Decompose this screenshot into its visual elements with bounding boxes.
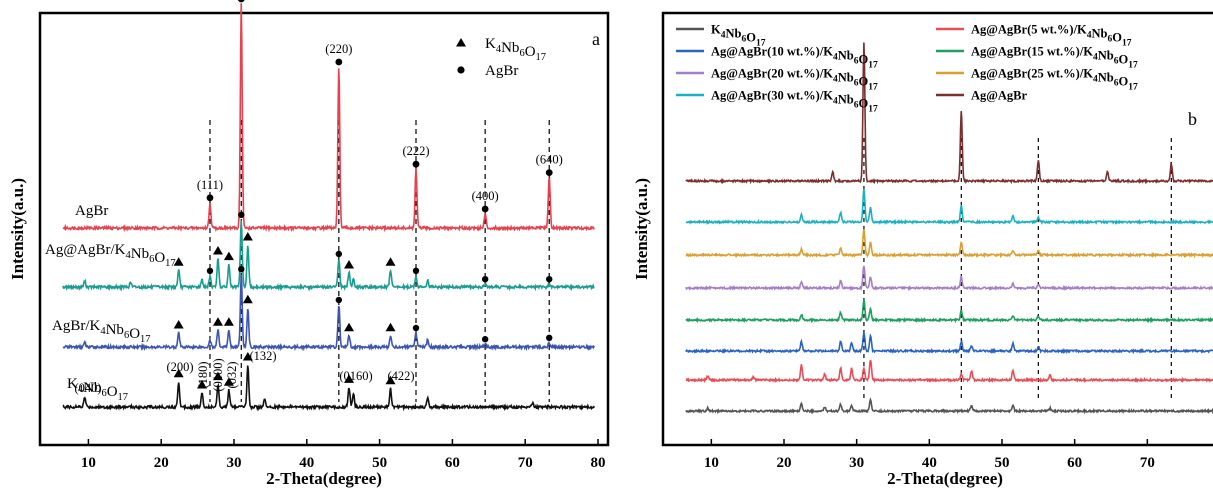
series-label: Ag@AgBr/K4Nb6O17 (45, 242, 176, 269)
k4nb6o17-peak-marker (224, 252, 234, 261)
k4nb6o17-peak-marker (174, 320, 184, 329)
x-tick-label: 60 (445, 455, 460, 471)
legend-label: Ag@AgBr(30 wt.%)/K4Nb6O17 (711, 89, 878, 115)
agbr-peak-marker (413, 268, 419, 274)
panel-b-label: b (1188, 109, 1197, 129)
series-line (686, 189, 1213, 223)
panel-a-label: a (592, 29, 600, 49)
x-tick-label: 30 (849, 455, 864, 471)
series-line (686, 229, 1213, 256)
k4nb6o17-peak-index: (0100) (211, 358, 225, 391)
agbr-peak-marker (336, 251, 342, 257)
agbr-peak-marker (238, 212, 244, 218)
agbr-peak-marker (546, 169, 553, 176)
agbr-peak-marker (238, 266, 244, 272)
x-tick-label: 10 (81, 455, 96, 471)
x-tick-label: 20 (777, 455, 792, 471)
k4nb6o17-peak-index: (132) (249, 349, 276, 363)
agbr-peak-marker (546, 335, 552, 341)
k4nb6o17-peak-marker (386, 323, 396, 332)
k4nb6o17-peak-marker (243, 232, 253, 241)
k4nb6o17-peak-marker (213, 246, 223, 255)
agbr-peak-index: (111) (197, 178, 223, 192)
legend-label: Ag@AgBr (971, 89, 1028, 103)
x-tick-label: 20 (154, 455, 169, 471)
agbr-peak-marker (413, 325, 419, 331)
k4nb6o17-peak-marker (243, 295, 253, 304)
agbr-peak-marker (546, 276, 552, 282)
k4nb6o17-peak-index: (040) (74, 381, 101, 395)
x-tick-label: 70 (518, 455, 533, 471)
agbr-peak-index: (222) (402, 144, 429, 158)
series-label: AgBr (75, 203, 108, 219)
panel-a-xlabel: 2-Theta(degree) (266, 469, 382, 488)
k4nb6o17-peak-index: (0160) (339, 369, 372, 383)
k4nb6o17-peak-index: (422) (387, 369, 414, 383)
k4nb6o17-peak-marker (224, 317, 234, 326)
k4nb6o17-peak-marker (386, 257, 396, 266)
series-label: AgBr/K4Nb6O17 (52, 318, 151, 345)
x-tick-label: 30 (227, 455, 242, 471)
k4nb6o17-peak-index: (032) (225, 361, 239, 388)
series-line (63, 3, 595, 229)
agbr-peak-marker (482, 206, 489, 213)
x-tick-label: 70 (1140, 455, 1155, 471)
agbr-peak-marker (207, 268, 213, 274)
agbr-peak-index: (640) (536, 153, 563, 167)
x-tick-label: 60 (1067, 455, 1082, 471)
agbr-peak-marker (336, 297, 342, 303)
legend-marker-agbr (457, 66, 464, 73)
x-tick-label: 80 (591, 455, 606, 471)
k4nb6o17-peak-marker (344, 260, 354, 269)
agbr-peak-marker (238, 0, 245, 2)
series-line (686, 266, 1213, 289)
agbr-peak-marker (413, 161, 420, 168)
legend-label-k4nb6o17: K4Nb6O17 (485, 36, 546, 63)
legend-label-agbr: AgBr (485, 63, 518, 79)
k4nb6o17-peak-index: (180) (196, 361, 210, 388)
series-line (686, 360, 1213, 381)
agbr-peak-marker (482, 336, 488, 342)
series-line (686, 400, 1213, 412)
k4nb6o17-peak-marker (344, 323, 354, 332)
k4nb6o17-peak-marker (456, 38, 466, 47)
agbr-peak-marker (482, 276, 488, 282)
panel-b: 1020304050607080K4Nb6O17Ag@AgBr(5 wt.%)/… (676, 23, 1213, 472)
panel-b-xlabel: 2-Theta(degree) (887, 469, 1003, 488)
series-line (63, 366, 595, 409)
agbr-peak-index: (220) (325, 42, 352, 56)
series-line (686, 333, 1213, 352)
k4nb6o17-peak-marker (213, 317, 223, 326)
agbr-peak-index: (400) (472, 189, 499, 203)
panel-a-ylabel: Intensity(a.u.) (8, 178, 27, 280)
agbr-peak-marker (207, 194, 214, 201)
series-line (686, 299, 1213, 321)
agbr-peak-marker (335, 59, 342, 66)
panel-b-ylabel: Intensity(a.u.) (632, 178, 651, 280)
k4nb6o17-peak-index: (200) (166, 360, 193, 374)
x-tick-label: 10 (704, 455, 719, 471)
